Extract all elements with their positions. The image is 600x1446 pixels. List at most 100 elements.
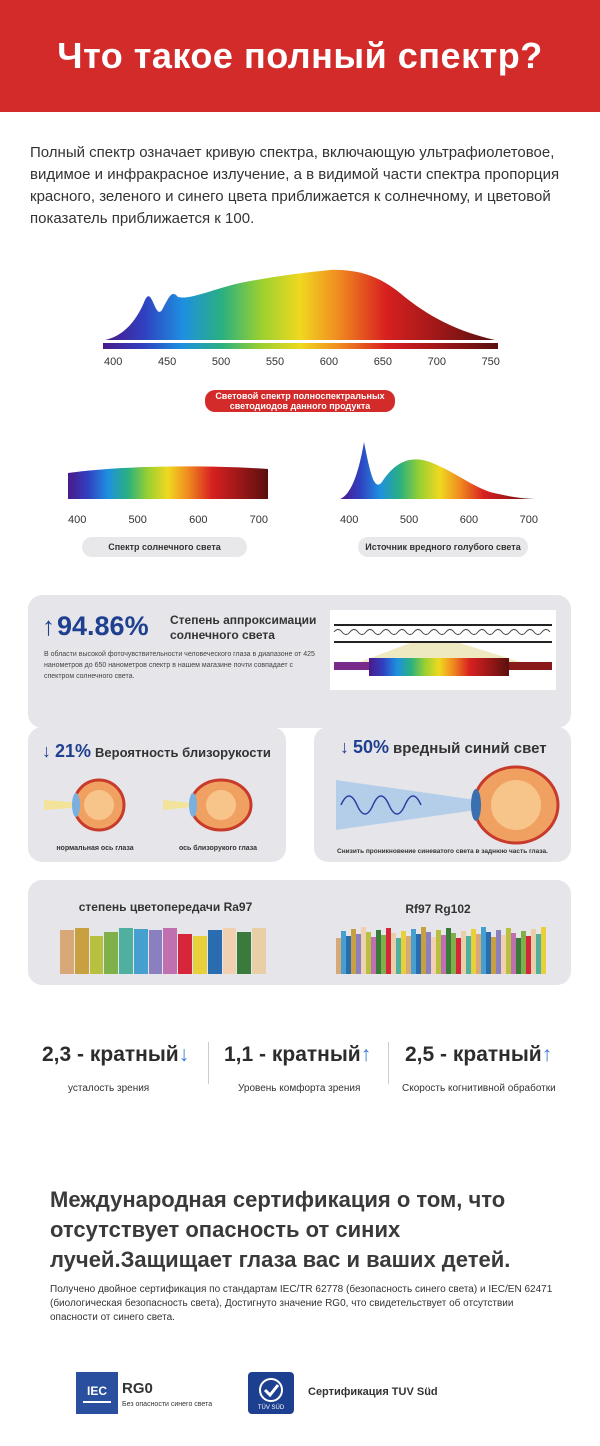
myopia-stat: ↓ 21% Вероятность близорукости	[42, 741, 271, 762]
color-stripe	[351, 929, 356, 974]
approximation-value: 94.86%	[57, 611, 149, 641]
arrow-down-icon: ↓	[178, 1043, 190, 1066]
color-swatch	[193, 936, 207, 974]
color-stripe	[381, 935, 386, 974]
sun-spectrum-graph	[68, 466, 268, 499]
main-spectrum-graph	[103, 269, 498, 349]
tick-label: 400	[104, 356, 123, 368]
color-swatch	[148, 930, 163, 974]
tick-label: 750	[481, 356, 500, 368]
rf-rg-title: Rf97 Rg102	[405, 902, 471, 916]
blue-spectrum-graph	[340, 442, 540, 499]
multiplier-label: Скорость когнитивной обработки	[402, 1083, 556, 1094]
color-stripe	[426, 932, 431, 974]
color-stripe	[436, 930, 441, 974]
spectrum-match-graphic	[330, 610, 556, 690]
main-spectrum-axis: 400 450 500 550 600 650 700 750	[104, 356, 500, 368]
color-stripe	[421, 927, 426, 974]
divider	[208, 1042, 209, 1084]
iec-logo: IEC	[76, 1372, 118, 1414]
color-stripe	[526, 936, 531, 974]
tick-label: 600	[319, 356, 339, 368]
color-swatch	[207, 930, 222, 974]
color-stripe	[346, 936, 351, 974]
color-stripe	[531, 929, 536, 974]
iec-logo-text: IEC	[86, 1383, 107, 1398]
approximation-title: Степень аппроксимации солнечного света	[170, 613, 317, 642]
certification-text: Получено двойное сертификация по стандар…	[50, 1284, 553, 1323]
blue-light-caption: Снизить проникновение синеватого света в…	[337, 848, 548, 855]
multiplier-value: 2,3 - кратный	[42, 1043, 179, 1066]
color-stripe	[501, 935, 506, 974]
color-stripe	[371, 937, 376, 974]
color-swatch	[89, 936, 104, 974]
multiplier-cognitive: 2,5 - кратный↑	[405, 1043, 552, 1067]
color-stripe	[481, 927, 486, 974]
normal-eye-icon	[44, 778, 126, 832]
page-title: Что такое полный спектр?	[57, 35, 543, 76]
color-stripe	[496, 930, 501, 974]
tuv-logo-text: TÜV SÜD	[258, 1404, 285, 1411]
tick-label: 400	[68, 514, 87, 526]
approximation-text: В области высокой фоточувствительности ч…	[44, 651, 315, 680]
color-stripe	[431, 937, 436, 974]
tuv-logo: TÜV SÜD	[248, 1372, 294, 1414]
color-stripe	[521, 931, 526, 974]
color-stripe	[386, 928, 391, 974]
certification-heading: Международная сертификация о том, что от…	[50, 1187, 511, 1272]
iec-logo-line	[83, 1400, 111, 1403]
color-stripe	[441, 935, 446, 974]
color-stripe	[391, 933, 396, 974]
blue-light-eye-icon	[336, 765, 560, 845]
tuv-check-icon: TÜV SÜD	[258, 1378, 285, 1411]
color-swatch	[252, 928, 266, 974]
color-stripe	[446, 928, 451, 974]
tick-label: 500	[211, 356, 231, 368]
tuv-caption: Сертификация TUV Süd	[308, 1386, 438, 1398]
myopia-card: ↓ 21% Вероятность близорукости нормальна…	[28, 727, 286, 862]
arrow-up-icon: ↑	[360, 1043, 372, 1066]
color-stripe	[466, 936, 471, 974]
color-swatch	[104, 932, 119, 974]
color-stripe	[411, 929, 416, 974]
multiplier-fatigue: 2,3 - кратный↓	[42, 1043, 189, 1067]
color-stripe	[451, 933, 456, 974]
arrow-up-icon: ↑	[541, 1043, 553, 1066]
multiplier-value: 2,5 - кратный	[405, 1043, 542, 1066]
color-swatch	[163, 928, 178, 974]
normal-eye-caption: нормальная ось глаза	[56, 845, 134, 852]
tick-label: 600	[459, 514, 479, 526]
tick-label: 450	[157, 356, 177, 368]
rf-rg-swatches	[336, 926, 546, 974]
approximation-card: ↑ 94.86% Степень аппроксимации солнечног…	[28, 595, 571, 728]
color-stripe	[366, 932, 371, 974]
myopia-title: Вероятность близорукости	[95, 745, 271, 760]
color-swatch	[222, 928, 237, 974]
multiplier-label: усталость зрения	[68, 1083, 150, 1094]
blue-light-card: ↓ 50% вредный синий свет Снизить проникн…	[314, 727, 571, 862]
color-stripe	[491, 937, 496, 974]
color-stripe	[416, 934, 421, 974]
color-stripe	[336, 938, 341, 974]
color-swatch	[119, 928, 133, 974]
color-stripe	[516, 938, 521, 974]
tick-label: 500	[128, 514, 147, 526]
rg-value: RG0	[122, 1380, 153, 1397]
color-stripe	[456, 938, 461, 974]
sun-spectrum-caption: Спектр солнечного света	[82, 537, 247, 557]
color-rendering-card: степень цветопередачи Ra97 Rf97 Rg102	[28, 880, 571, 985]
myopic-eye-icon	[163, 778, 253, 832]
color-stripe	[506, 928, 511, 974]
tick-label: 650	[373, 356, 393, 368]
blue-spectrum-axis: 400 500 600 700	[340, 514, 538, 526]
multiplier-comfort: 1,1 - кратный↑	[224, 1043, 371, 1067]
tick-label: 600	[189, 514, 208, 526]
color-swatch	[60, 930, 74, 974]
tick-label: 700	[249, 514, 268, 526]
arrow-down-icon: ↓	[340, 737, 349, 757]
color-stripe	[341, 931, 346, 974]
blue-light-value: 50%	[353, 737, 390, 757]
ra-swatches	[60, 926, 266, 974]
color-stripe	[401, 931, 406, 974]
arrow-down-icon: ↓	[42, 741, 51, 761]
